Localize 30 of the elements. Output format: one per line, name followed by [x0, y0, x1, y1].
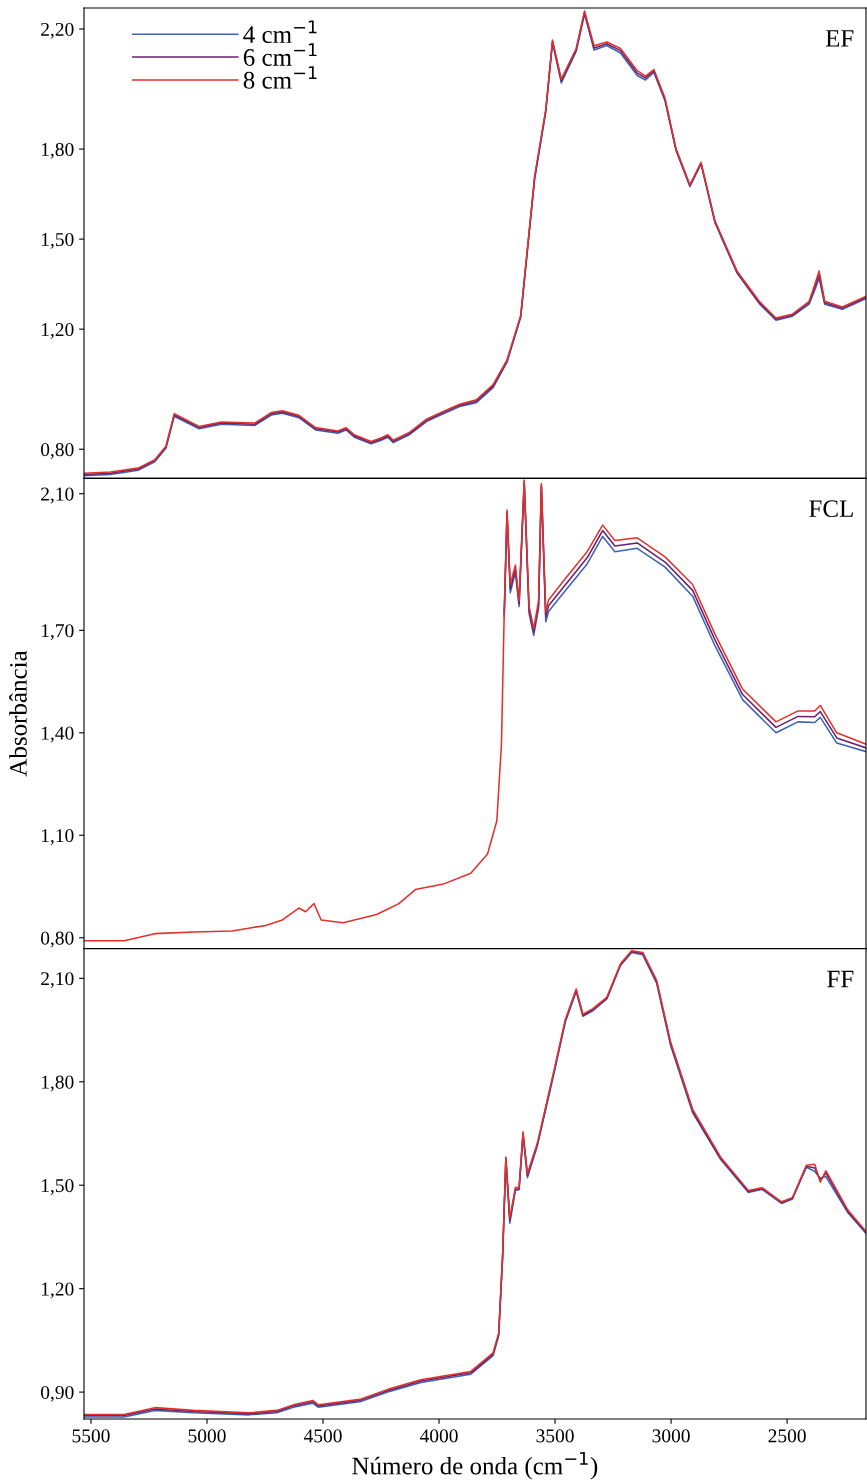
x-tick-label: 3000	[652, 1429, 690, 1443]
y-tick-label: 1,50	[41, 232, 74, 249]
y-tick-label: 1,50	[41, 1179, 74, 1195]
y-tick-label: 1,20	[41, 322, 74, 339]
y-tick-label: 2,20	[41, 22, 74, 39]
y-tick-label: 1,10	[41, 829, 74, 845]
x-tick-label: 4500	[303, 1429, 342, 1443]
y-tick-label: 0,80	[40, 931, 74, 948]
y-tick-label: 2,10	[41, 972, 74, 989]
legend-label: 8 cm$^{−1}$	[243, 66, 317, 89]
x-tick-label: 2500	[768, 1429, 806, 1443]
legend-label: 6 cm$^{−1}$	[243, 43, 317, 66]
x-tick-label: 4000	[419, 1429, 458, 1443]
x-tick-label: 5500	[72, 1429, 110, 1443]
annotation: FCL	[809, 500, 853, 518]
y-axis-title: Absorbância	[9, 650, 27, 777]
y-tick-label: 1,80	[41, 1075, 74, 1092]
y-tick-label: 1,80	[41, 142, 74, 159]
y-tick-label: 0,90	[40, 1385, 74, 1402]
annotation: EF	[825, 30, 854, 47]
x-tick-label: 3500	[536, 1429, 574, 1443]
annotation: FF	[827, 970, 854, 988]
y-tick-label: 2,10	[41, 487, 74, 504]
x-axis-title: Número de onda (cm$^{−1}$)	[352, 1451, 598, 1480]
y-tick-label: 1,40	[41, 726, 74, 743]
y-tick-label: 1,20	[41, 1282, 74, 1299]
x-tick-label: 5000	[188, 1429, 226, 1443]
legend-label: 4 cm$^{−1}$	[243, 20, 317, 44]
y-tick-label: 0,80	[40, 443, 74, 459]
y-tick-label: 1,70	[41, 624, 74, 641]
